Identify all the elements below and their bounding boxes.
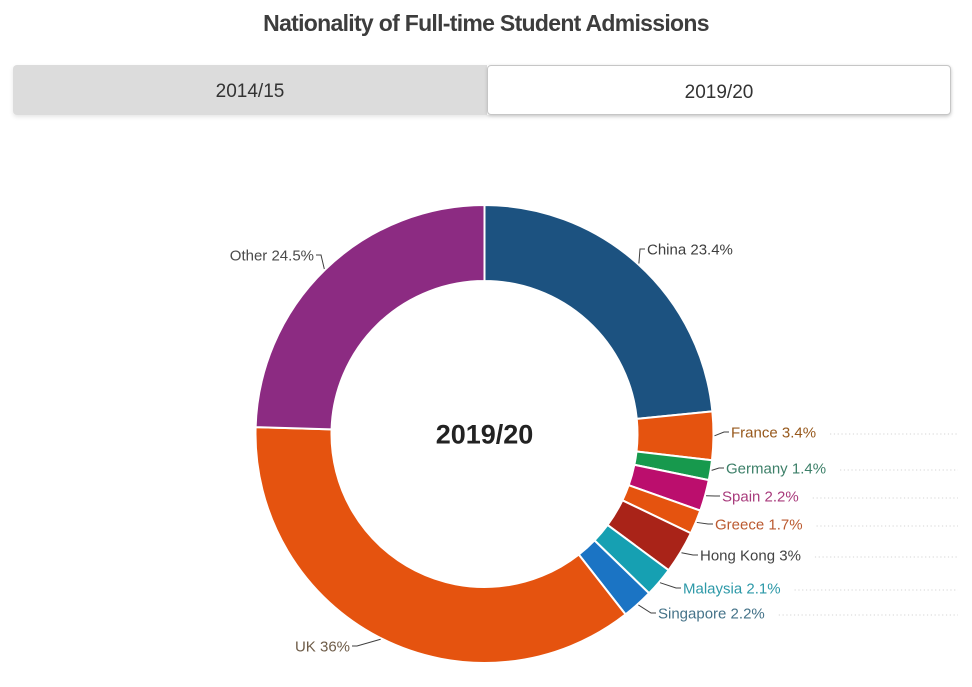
donut-center-label: 2019/20: [436, 419, 534, 449]
slice-connector-malaysia: [659, 582, 681, 589]
slice-label-hong-kong: Hong Kong 3%: [700, 547, 801, 564]
tab-2014-15[interactable]: 2014/15: [13, 65, 487, 115]
slice-connector-uk: [352, 638, 381, 647]
slice-label-china: China 23.4%: [647, 241, 733, 258]
slice-label-other: Other 24.5%: [230, 247, 314, 264]
slice-label-germany: Germany 1.4%: [726, 460, 826, 477]
slice-label-uk: UK 36%: [295, 638, 350, 655]
tab-2014-15-label: 2014/15: [215, 81, 285, 102]
slice-label-france: France 3.4%: [731, 424, 816, 441]
tab-2019-20-label: 2019/20: [684, 82, 754, 103]
slice-label-malaysia: Malaysia 2.1%: [683, 580, 781, 597]
slice-label-spain: Spain 2.2%: [722, 488, 799, 505]
slice-other[interactable]: [254, 204, 486, 431]
slice-connector-germany: [711, 467, 724, 471]
page-title: Nationality of Full-time Student Admissi…: [263, 10, 709, 36]
slice-connector-hong-kong: [681, 552, 698, 556]
tab-bar: 2014/15 2019/20: [13, 65, 951, 115]
slice-connector-singapore: [638, 604, 656, 614]
tab-2019-20[interactable]: 2019/20: [487, 65, 951, 115]
slice-uk[interactable]: [254, 426, 627, 664]
slice-label-greece: Greece 1.7%: [715, 516, 803, 533]
slice-connector-china: [638, 248, 645, 264]
slice-connector-france: [714, 431, 729, 437]
slice-china[interactable]: [483, 204, 714, 420]
slice-connector-other: [316, 254, 325, 270]
slice-connector-greece: [696, 521, 713, 525]
slice-label-singapore: Singapore 2.2%: [658, 605, 765, 622]
